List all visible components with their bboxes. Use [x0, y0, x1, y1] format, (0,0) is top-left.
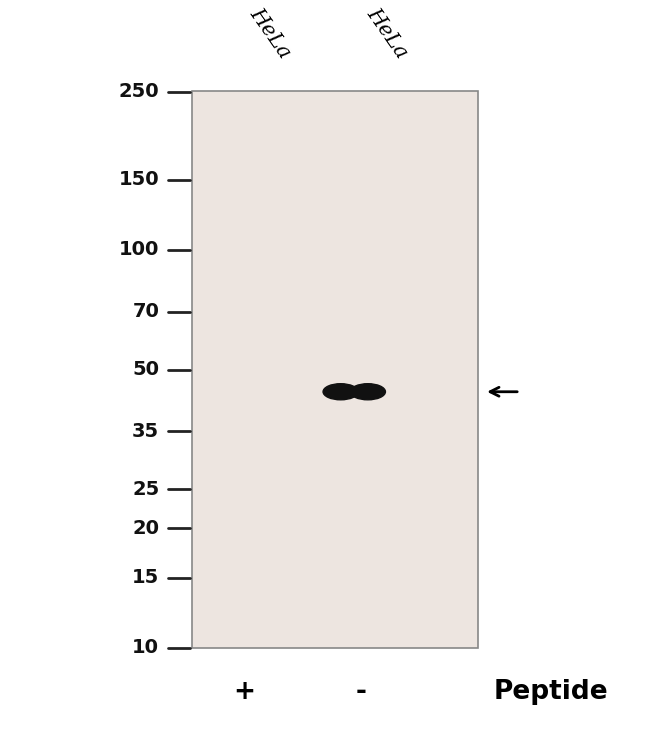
Text: 35: 35	[132, 422, 159, 441]
Text: 150: 150	[118, 171, 159, 190]
Text: 250: 250	[118, 82, 159, 101]
Text: HeLa: HeLa	[363, 4, 411, 62]
Text: 25: 25	[132, 480, 159, 499]
Ellipse shape	[323, 384, 358, 400]
Text: 100: 100	[119, 240, 159, 259]
Text: 70: 70	[133, 302, 159, 321]
Text: 20: 20	[132, 518, 159, 537]
Ellipse shape	[343, 387, 366, 396]
Bar	[192, 92, 478, 648]
Text: 15: 15	[132, 568, 159, 587]
Text: 10: 10	[132, 638, 159, 657]
Text: +: +	[233, 679, 255, 705]
Ellipse shape	[350, 384, 385, 400]
Text: -: -	[356, 679, 366, 705]
Text: 50: 50	[132, 360, 159, 379]
Text: Peptide: Peptide	[494, 679, 608, 705]
Text: HeLa: HeLa	[246, 4, 294, 62]
